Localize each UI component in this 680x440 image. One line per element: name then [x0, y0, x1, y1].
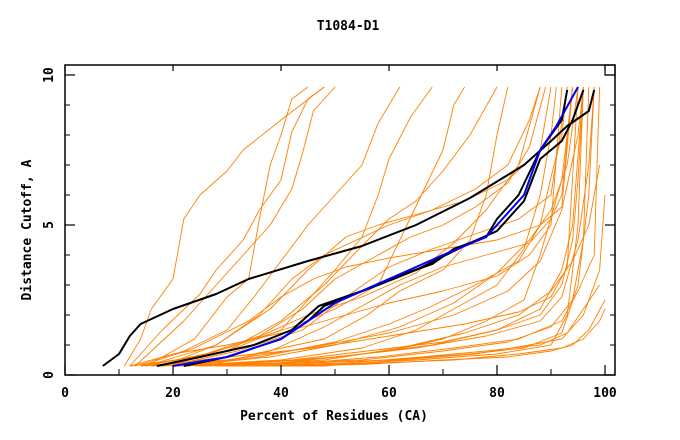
curve-other-33 [280, 308, 606, 367]
plot-frame [64, 64, 616, 376]
curve-other-34 [205, 86, 574, 367]
y-axis-label: Distance Cutoff, A [20, 159, 35, 300]
y-tick-label: 5 [42, 221, 57, 229]
x-tick-label: 40 [273, 386, 289, 401]
curve-other-0 [124, 86, 325, 367]
curve-other-26 [183, 86, 584, 367]
curve-other-27 [253, 299, 606, 367]
curve-other-31 [172, 86, 568, 367]
x-tick-label: 80 [489, 386, 505, 401]
curve-other-6 [151, 86, 509, 367]
curve-black-1 [156, 89, 569, 367]
curve-black-0 [102, 89, 596, 367]
curve-other-12 [172, 86, 590, 367]
curve-other-30 [162, 86, 541, 367]
curve-other-32 [140, 86, 574, 367]
x-tick-label: 100 [593, 386, 617, 401]
corner-box [604, 64, 616, 76]
curve-other-29 [226, 164, 601, 367]
curve-other-17 [167, 86, 568, 367]
curve-blue-0 [172, 86, 579, 367]
x-axis-label: Percent of Residues (CA) [240, 409, 428, 424]
curve-other-23 [145, 86, 547, 367]
x-tick-label: 20 [165, 386, 181, 401]
chart-title: T1084-D1 [317, 19, 380, 34]
curve-other-28 [237, 284, 600, 367]
curves-layer [102, 86, 606, 367]
curve-other-1 [129, 86, 325, 367]
y-tick-label: 0 [42, 371, 57, 379]
curve-other-20 [205, 86, 601, 367]
curve-other-18 [178, 86, 579, 367]
curve-other-7 [172, 86, 557, 367]
curve-other-2 [134, 86, 336, 367]
curve-other-15 [162, 86, 498, 367]
x-tick-label: 60 [381, 386, 397, 401]
axis-ticks: 0 20 40 60 80 100 0 5 10 [42, 65, 617, 401]
y-tick-label: 10 [42, 67, 57, 83]
curve-other-16 [145, 86, 552, 367]
curve-other-22 [135, 86, 401, 367]
curve-other-3 [145, 86, 309, 367]
curve-other-4 [140, 86, 433, 367]
curve-other-10 [140, 86, 584, 367]
curve-other-13 [199, 86, 595, 367]
x-tick-label: 0 [61, 386, 69, 401]
